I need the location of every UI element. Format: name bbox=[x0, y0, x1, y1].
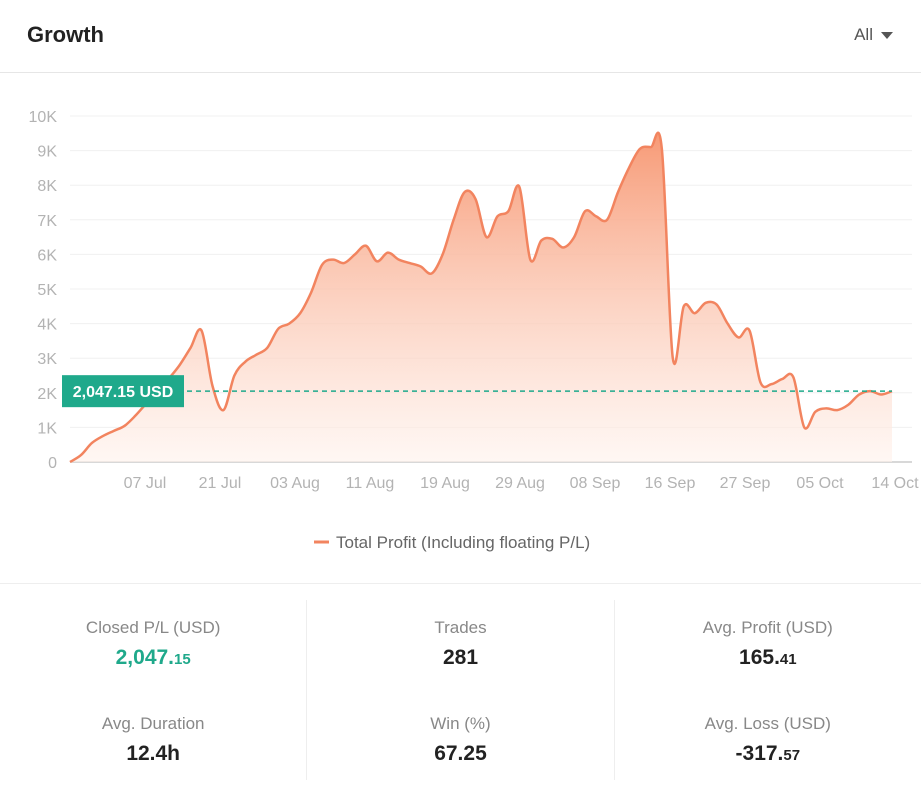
x-tick-label: 29 Aug bbox=[495, 475, 545, 492]
stats-column-right: Avg. Profit (USD) 165.41 Avg. Loss (USD)… bbox=[613, 600, 921, 780]
stat-value: 12.4h bbox=[126, 742, 181, 765]
header: Growth All bbox=[0, 0, 921, 73]
stat-value-frac: 41 bbox=[779, 651, 797, 668]
y-tick-label: 9K bbox=[37, 144, 57, 161]
x-tick-label: 08 Sep bbox=[570, 475, 621, 492]
x-tick-label: 07 Jul bbox=[124, 475, 167, 492]
x-tick-label: 16 Sep bbox=[645, 475, 696, 492]
stat-value-frac: 57 bbox=[783, 747, 801, 764]
y-tick-label: 6K bbox=[37, 247, 57, 264]
stats-column-middle: Trades 281 Win (%) 67.25 bbox=[306, 600, 613, 780]
stat-label: Trades bbox=[434, 618, 487, 637]
stat-value-int: -317. bbox=[735, 742, 784, 765]
y-tick-label: 5K bbox=[37, 282, 57, 299]
legend-label: Total Profit (Including floating P/L) bbox=[336, 533, 590, 552]
stat-value: 67.25 bbox=[434, 742, 487, 765]
x-tick-label: 05 Oct bbox=[796, 475, 844, 492]
stat-closed-pl: Closed P/L (USD) 2,047.15 bbox=[0, 618, 306, 696]
stat-avg-loss: Avg. Loss (USD) -317.57 bbox=[615, 714, 921, 792]
series-area bbox=[70, 132, 892, 462]
y-tick-label: 0 bbox=[48, 455, 57, 472]
y-tick-label: 10K bbox=[29, 109, 58, 126]
y-tick-label: 2K bbox=[37, 386, 57, 403]
stat-value-frac: 15 bbox=[174, 651, 191, 668]
stat-value-int: 165. bbox=[739, 646, 780, 669]
stats-column-left: Closed P/L (USD) 2,047.15 Avg. Duration … bbox=[0, 600, 306, 780]
stat-value: 2,047.15 bbox=[0, 646, 306, 670]
growth-chart: 0 1K 2K 3K 4K 5K 6K 7K 8K 9K 10K 07 Jul 21 Jul 03 Aug… bbox=[0, 73, 921, 583]
divider bbox=[0, 583, 921, 584]
stat-trades: Trades 281 bbox=[307, 618, 613, 696]
y-tick-label: 7K bbox=[37, 213, 57, 230]
stats-panel: Closed P/L (USD) 2,047.15 Avg. Duration … bbox=[0, 600, 921, 780]
stat-value-int: 2,047. bbox=[115, 646, 175, 669]
chevron-down-icon bbox=[881, 31, 893, 39]
stat-label: Closed P/L (USD) bbox=[85, 618, 221, 637]
stat-avg-duration: Avg. Duration 12.4h bbox=[0, 714, 306, 792]
stat-avg-profit: Avg. Profit (USD) 165.41 bbox=[615, 618, 921, 696]
stat-value: -317.57 bbox=[615, 742, 921, 766]
stat-label: Avg. Profit (USD) bbox=[702, 618, 833, 637]
y-tick-label: 1K bbox=[37, 420, 57, 437]
period-filter-label: All bbox=[854, 25, 873, 44]
y-tick-label: 4K bbox=[37, 317, 57, 334]
x-tick-label: 19 Aug bbox=[420, 475, 470, 492]
x-tick-label: 11 Aug bbox=[346, 475, 395, 492]
x-tick-label: 03 Aug bbox=[270, 475, 320, 492]
period-filter-dropdown[interactable]: All bbox=[854, 25, 893, 45]
growth-chart-svg: 0 1K 2K 3K 4K 5K 6K 7K 8K 9K 10K 07 Jul 21 Jul 03 Aug… bbox=[29, 109, 920, 552]
stat-value: 281 bbox=[442, 646, 479, 669]
y-tick-label: 8K bbox=[37, 178, 57, 195]
x-tick-label: 21 Jul bbox=[199, 475, 242, 492]
series-line bbox=[69, 131, 893, 464]
x-tick-label: 27 Sep bbox=[720, 475, 771, 492]
stat-label: Win (%) bbox=[430, 714, 491, 733]
y-tick-label: 3K bbox=[37, 351, 57, 368]
stat-value: 165.41 bbox=[615, 646, 921, 670]
reference-label: 2,047.15 USD bbox=[73, 384, 174, 401]
page-title: Growth bbox=[27, 22, 104, 47]
stat-win: Win (%) 67.25 bbox=[307, 714, 613, 792]
x-tick-label: 14 Oct bbox=[871, 475, 919, 492]
reference-label-box bbox=[62, 375, 184, 408]
stat-label: Avg. Duration bbox=[101, 714, 205, 733]
stat-label: Avg. Loss (USD) bbox=[704, 714, 831, 733]
